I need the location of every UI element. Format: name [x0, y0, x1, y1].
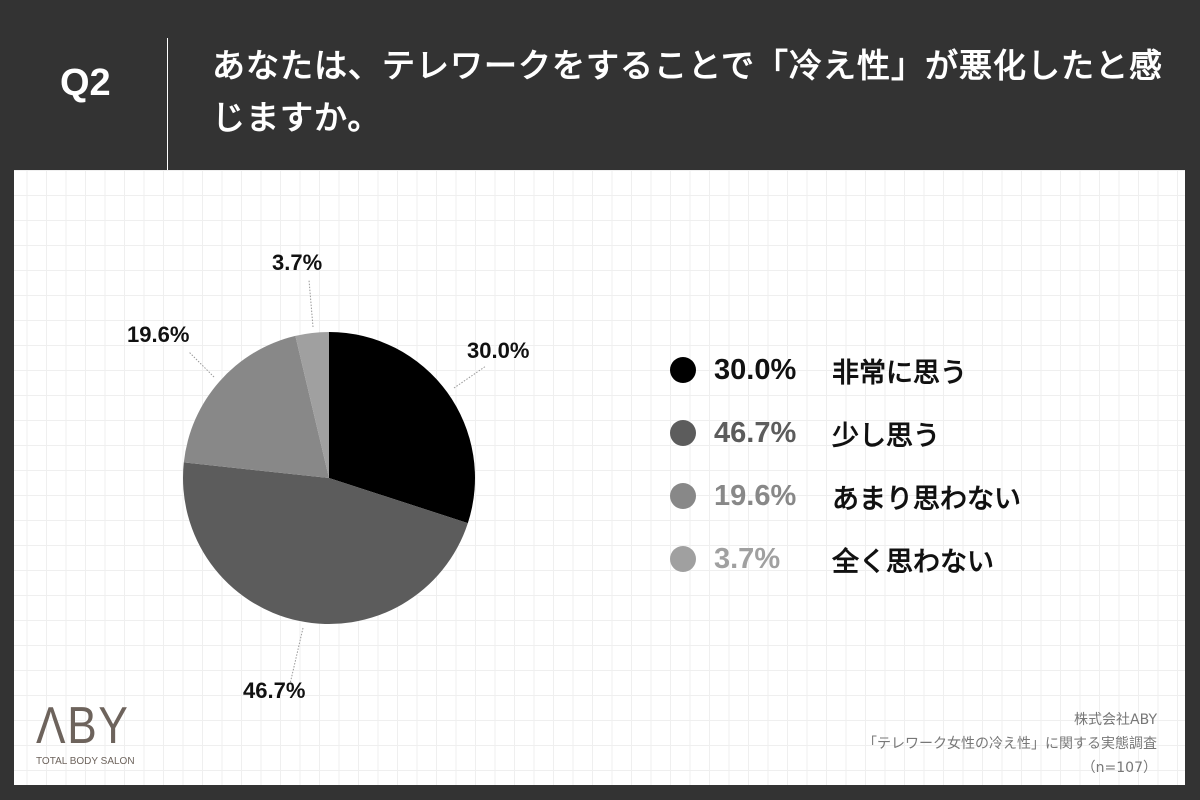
- source-note: 株式会社ABY 「テレワーク女性の冷え性」に関する実態調査 （n=107）: [863, 708, 1157, 780]
- legend-dot-icon: [670, 420, 696, 446]
- legend-item-somewhat: 46.7% 少し思う: [670, 413, 940, 453]
- legend-pct: 19.6%: [714, 479, 797, 512]
- pie-slice-very-much: [329, 332, 475, 524]
- source-company: 株式会社ABY: [1074, 712, 1157, 728]
- legend-label: 少し思う: [832, 420, 940, 452]
- legend-label: 全く思わない: [832, 546, 994, 578]
- legend-label: あまり思わない: [832, 483, 1021, 515]
- legend-item-not-at-all: 3.7% 全く思わない: [670, 539, 994, 579]
- legend-pct: 30.0%: [714, 353, 797, 386]
- legend-pct: 46.7%: [714, 416, 797, 449]
- legend-pct: 3.7%: [714, 542, 781, 575]
- logo-mark: ΛBY: [36, 697, 130, 755]
- pie-slice-somewhat: [183, 462, 468, 624]
- aby-logo: ΛBY TOTAL BODY SALON: [36, 700, 146, 767]
- legend-label: 非常に思う: [832, 357, 967, 389]
- legend-item-not-much: 19.6% あまり思わない: [670, 476, 1021, 516]
- source-sample: （n=107）: [1081, 760, 1157, 776]
- pie-label-not-at-all: 3.7%: [272, 250, 323, 275]
- header-divider: [167, 38, 168, 170]
- pie-label-somewhat: 46.7%: [243, 678, 306, 703]
- legend-dot-icon: [670, 546, 696, 572]
- source-survey: 「テレワーク女性の冷え性」に関する実態調査: [863, 736, 1157, 752]
- pie-slice-not-much: [183, 335, 329, 478]
- legend-item-very-much: 30.0% 非常に思う: [670, 350, 967, 390]
- pie-label-not-much: 19.6%: [127, 322, 190, 347]
- question-number: Q2: [60, 62, 111, 104]
- legend-dot-icon: [670, 483, 696, 509]
- leader-lines: [188, 279, 487, 685]
- pie-slice-not-at-all: [295, 332, 329, 478]
- chart-panel: 30.0% 46.7% 19.6% 3.7% 30.0% 非常に思う 46.7%…: [14, 170, 1185, 785]
- question-text: あなたは、テレワークをすることで「冷え性」が悪化したと感じますか。: [212, 46, 1164, 137]
- pie-slices: [183, 332, 475, 624]
- pie-chart: [183, 279, 487, 685]
- legend-dot-icon: [670, 357, 696, 383]
- pie-label-very-much: 30.0%: [467, 338, 530, 363]
- logo-subtitle: TOTAL BODY SALON: [36, 756, 135, 767]
- header: Q2 あなたは、テレワークをすることで「冷え性」が悪化したと感じますか。: [0, 0, 1200, 170]
